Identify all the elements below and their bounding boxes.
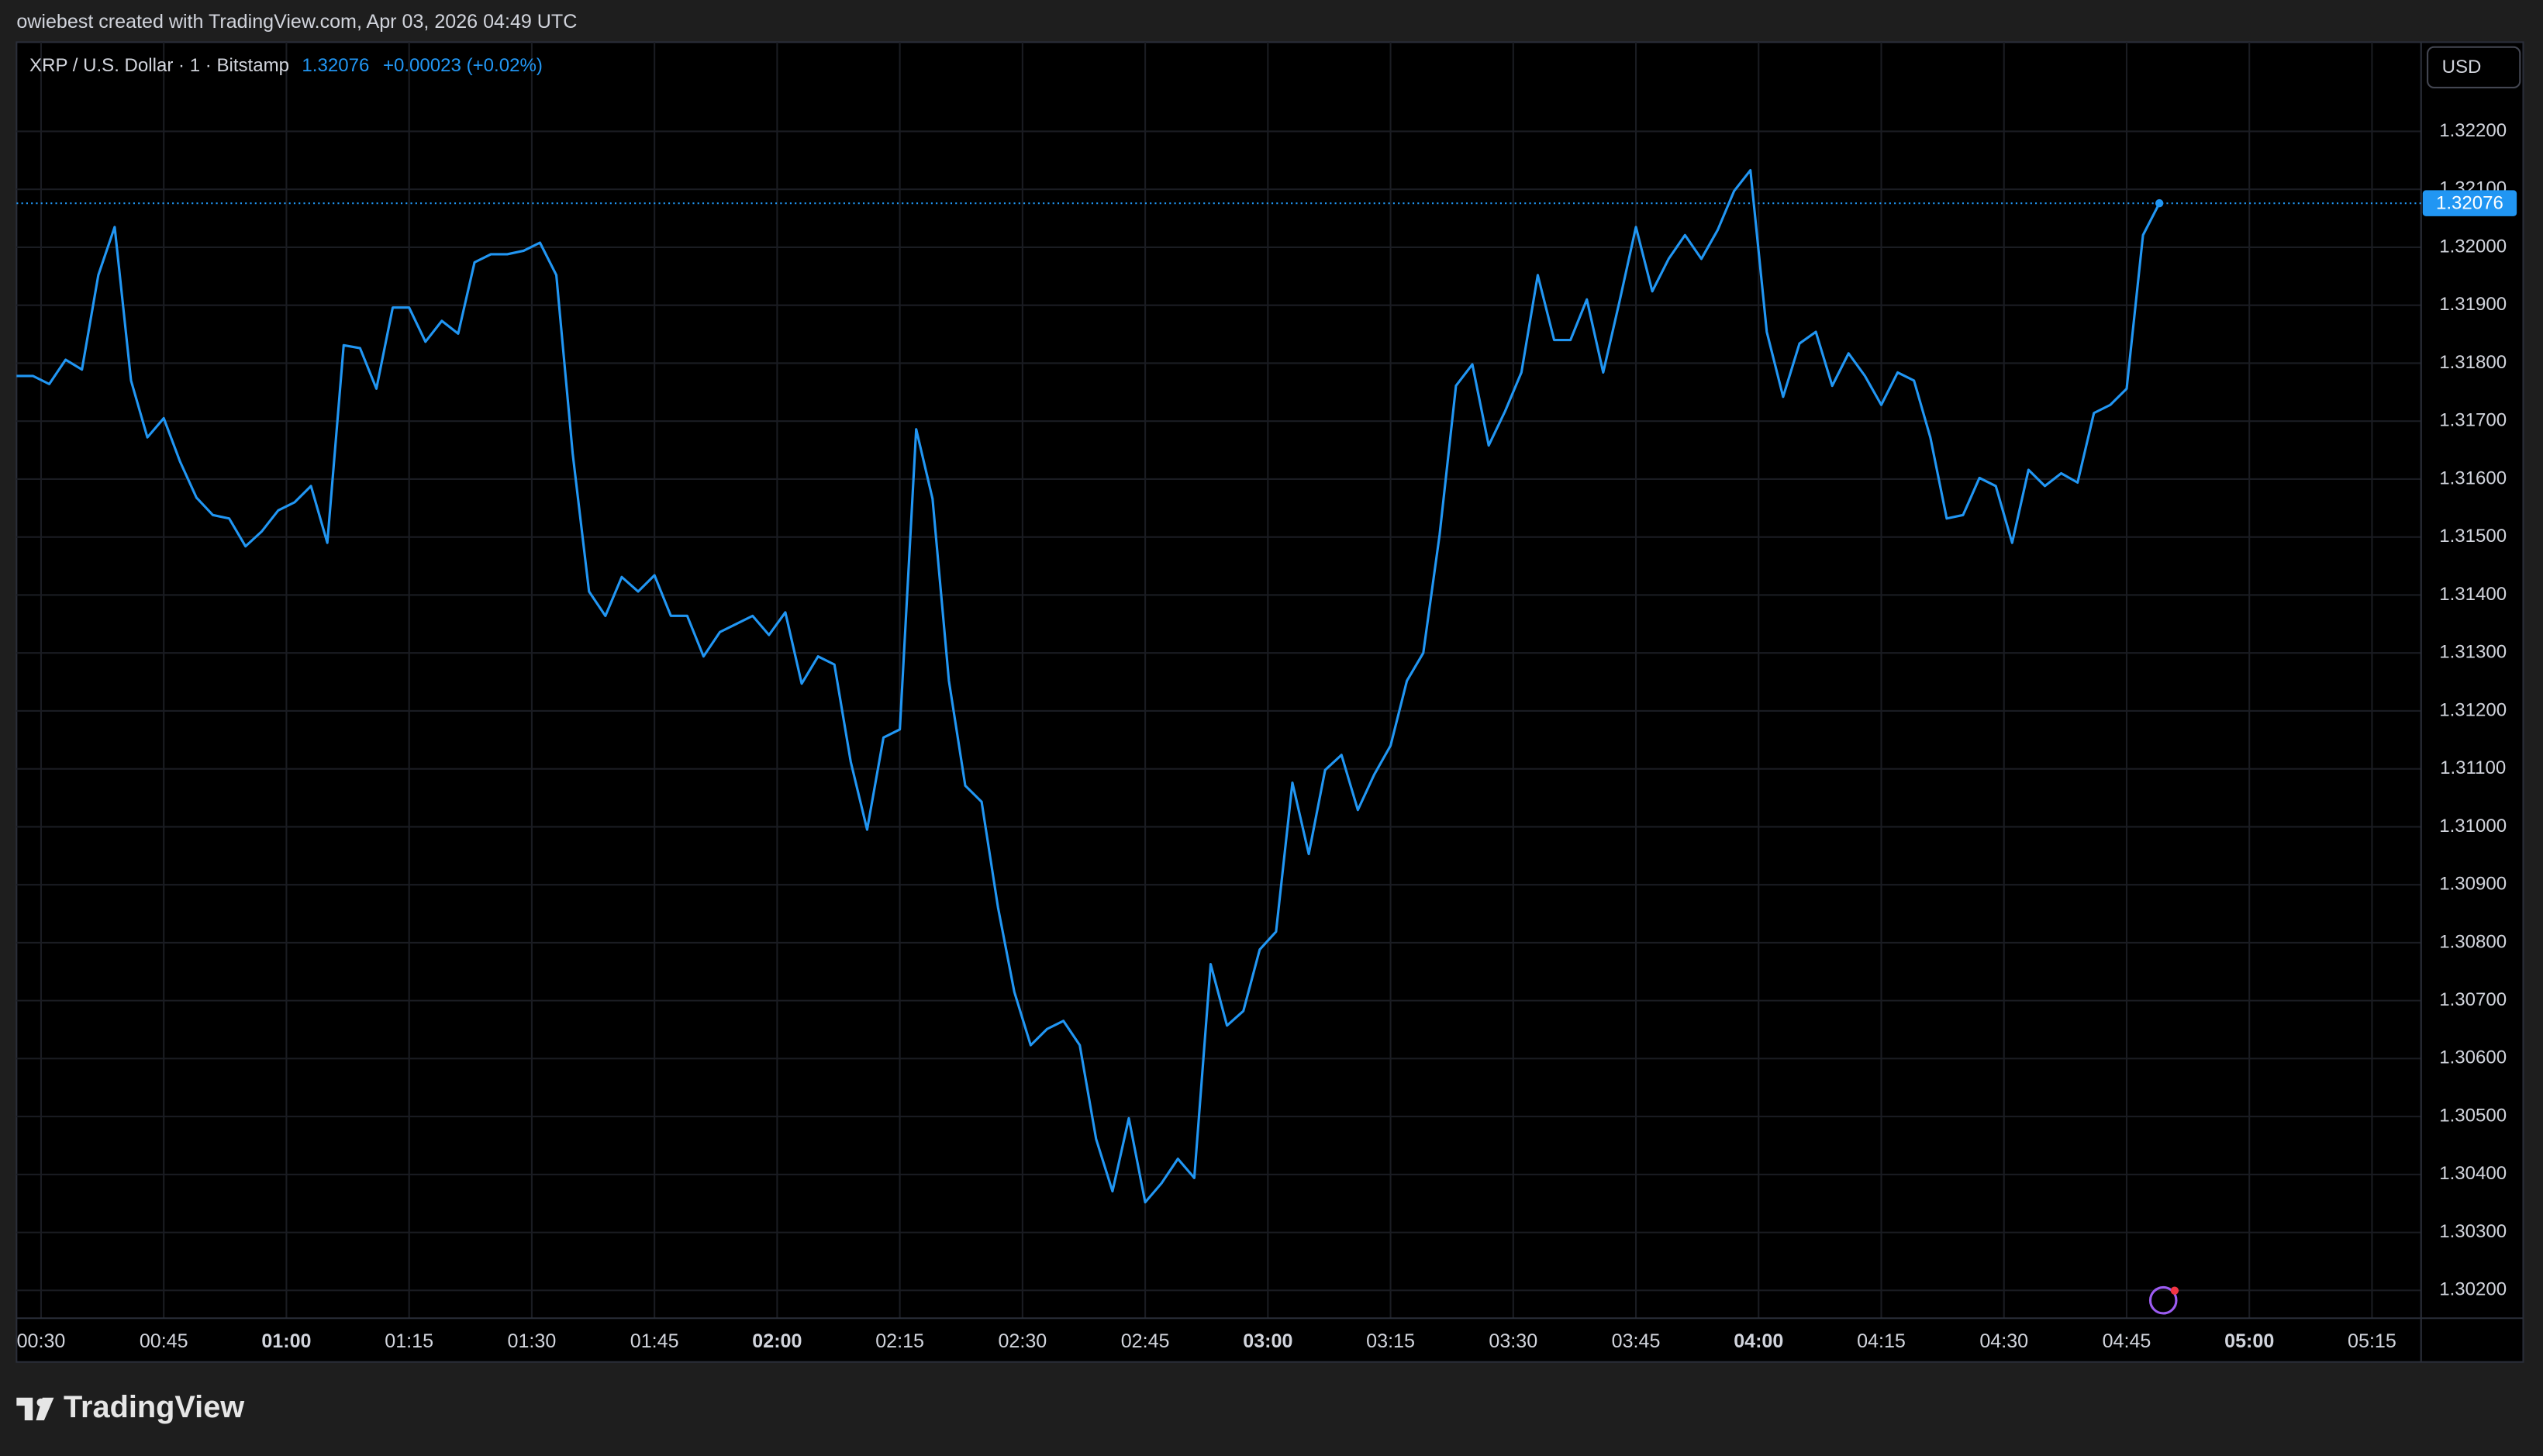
y-tick-label: 1.31800 xyxy=(2439,352,2507,373)
currency-button[interactable] xyxy=(2427,46,2521,88)
logo-dot xyxy=(36,1398,45,1407)
symbol-legend: XRP / U.S. Dollar · 1 · Bitstamp xyxy=(29,55,289,76)
plot xyxy=(16,168,2421,1204)
icon-badge[interactable] xyxy=(2170,1286,2179,1295)
x-tick-label: 00:30 xyxy=(17,1330,66,1352)
header: owiebest created with TradingView.com, A… xyxy=(16,11,577,33)
x-tick-label: 01:30 xyxy=(508,1330,557,1352)
currency-label[interactable]: USD xyxy=(2442,57,2482,78)
x-tick-label: 02:00 xyxy=(752,1330,802,1352)
y-tick-label: 1.30900 xyxy=(2439,874,2507,895)
y-tick-label: 1.32000 xyxy=(2439,236,2507,257)
y-tick-label: 1.31000 xyxy=(2439,816,2507,837)
x-tick-label: 02:15 xyxy=(875,1330,924,1352)
last-point xyxy=(2155,198,2164,208)
brand-name: TradingView xyxy=(64,1390,244,1424)
x-tick-label: 01:45 xyxy=(630,1330,679,1352)
y-tick-label: 1.31700 xyxy=(2439,410,2507,431)
y-tick-label: 1.32200 xyxy=(2439,120,2507,141)
price-line xyxy=(16,168,2161,1204)
grid xyxy=(16,42,2421,1319)
x-tick-label: 00:45 xyxy=(140,1330,188,1352)
x-tick-label: 05:00 xyxy=(2224,1330,2274,1352)
y-tick-label: 1.30300 xyxy=(2439,1221,2507,1242)
x-tick-label: 03:15 xyxy=(1366,1330,1415,1352)
x-tick-label: 03:45 xyxy=(1612,1330,1661,1352)
chart-panel xyxy=(16,41,2524,1363)
x-tick-label: 04:45 xyxy=(2103,1330,2151,1352)
legend-price: 1.32076 xyxy=(302,55,369,76)
x-tick-label: 04:30 xyxy=(1979,1330,2028,1352)
y-tick-label: 1.31200 xyxy=(2439,699,2507,720)
y-tick-label: 1.30700 xyxy=(2439,989,2507,1010)
x-tick-label: 04:15 xyxy=(1857,1330,1906,1352)
y-tick-label: 1.31300 xyxy=(2439,642,2507,663)
legend-change: +0.00023 (+0.02%) xyxy=(383,55,543,76)
y-tick-label: 1.30500 xyxy=(2439,1105,2507,1126)
y-tick-label: 1.31100 xyxy=(2440,757,2506,778)
x-tick-label: 05:15 xyxy=(2348,1330,2396,1352)
y-tick-label: 1.31900 xyxy=(2439,294,2507,315)
y-tick-label: 1.31600 xyxy=(2439,468,2507,488)
y-tick-label: 1.30800 xyxy=(2439,931,2507,952)
x-tick-label: 01:15 xyxy=(385,1330,433,1352)
x-tick-label: 03:00 xyxy=(1243,1330,1292,1352)
x-tick-label: 03:30 xyxy=(1489,1330,1537,1352)
y-tick-label: 1.31500 xyxy=(2439,526,2507,547)
y-tick-label: 1.30600 xyxy=(2439,1047,2507,1068)
axes: 1.30200 1.30300 1.30400 1.30500 1.30600 1.307… xyxy=(17,120,2517,1352)
x-tick-label: 02:30 xyxy=(998,1330,1047,1352)
x-tick-label: 02:45 xyxy=(1121,1330,1170,1352)
y-tick-label: 1.30200 xyxy=(2439,1279,2507,1300)
y-tick-label: 1.31400 xyxy=(2439,584,2507,605)
assistant-icon[interactable] xyxy=(2148,1285,2179,1315)
brand-logo xyxy=(16,1397,54,1420)
last-price-label: 1.32076 xyxy=(2436,193,2503,214)
x-tick-label: 01:00 xyxy=(261,1330,311,1352)
y-tick-label: 1.30400 xyxy=(2439,1163,2507,1184)
last-price-tag xyxy=(2422,190,2517,216)
x-tick-label: 04:00 xyxy=(1734,1330,1783,1352)
icon-ring[interactable] xyxy=(2148,1285,2178,1315)
